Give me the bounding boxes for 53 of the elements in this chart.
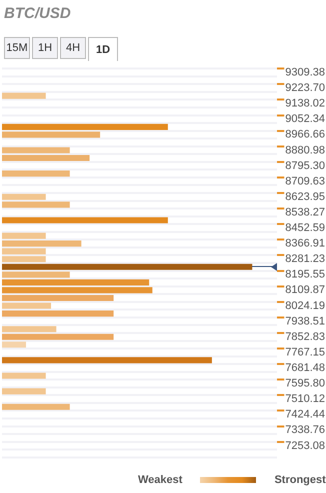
bar bbox=[2, 217, 168, 224]
bar bbox=[2, 124, 168, 130]
y-tick-label: 8366.91 bbox=[285, 238, 326, 250]
y-tick-label: 8109.87 bbox=[285, 284, 326, 296]
bar bbox=[2, 302, 52, 309]
y-tick-label: 7938.51 bbox=[285, 315, 326, 328]
y-tick-label: 7424.44 bbox=[285, 408, 326, 421]
y-tick-label: 7338.76 bbox=[285, 424, 326, 436]
y-tick-label: 8623.95 bbox=[285, 190, 326, 203]
bar bbox=[2, 372, 46, 379]
y-tick-label: 8024.19 bbox=[285, 300, 326, 312]
y-tick-label: 9052.34 bbox=[285, 113, 326, 126]
bar bbox=[2, 357, 212, 364]
y-tick-label: 7681.48 bbox=[285, 362, 326, 374]
y-tick-label: 7253.08 bbox=[285, 440, 326, 452]
bar bbox=[2, 342, 26, 348]
y-tick-label: 8452.59 bbox=[285, 222, 326, 234]
bar bbox=[2, 202, 70, 208]
bar bbox=[2, 326, 56, 332]
y-tick-label: 7852.83 bbox=[285, 330, 326, 343]
text: 1D bbox=[88, 37, 118, 61]
y-tick-label: 9309.38 bbox=[285, 66, 326, 79]
y-tick-label: 8281.23 bbox=[285, 253, 326, 266]
y-tick-label: 8195.55 bbox=[285, 268, 326, 281]
text: Weakest bbox=[138, 474, 182, 486]
bar bbox=[2, 310, 114, 317]
y-tick-label: 8880.98 bbox=[285, 144, 326, 156]
bar bbox=[2, 388, 46, 394]
y-tick-label: 9138.02 bbox=[285, 98, 326, 110]
y-tick-label: 8966.66 bbox=[285, 128, 326, 141]
bar bbox=[2, 92, 46, 99]
bar bbox=[2, 264, 252, 270]
y-tick-label: 8538.27 bbox=[285, 206, 326, 218]
y-tick-label: 8795.30 bbox=[285, 160, 326, 172]
y-tick-label: 8709.63 bbox=[285, 175, 326, 188]
text: 4H bbox=[60, 37, 86, 59]
bar bbox=[2, 272, 70, 278]
chart-title: BTC/USD bbox=[4, 5, 71, 22]
y-tick-label: 7510.12 bbox=[285, 393, 326, 406]
y-tick-label: 9223.70 bbox=[285, 82, 326, 94]
text: 1H bbox=[32, 37, 58, 59]
bar bbox=[2, 294, 114, 302]
text: 15M bbox=[4, 37, 30, 59]
text: Strongest bbox=[274, 474, 326, 486]
bar bbox=[2, 132, 100, 138]
bar bbox=[2, 334, 114, 340]
y-tick-label: 7595.80 bbox=[285, 378, 326, 390]
y-tick-label: 7767.15 bbox=[285, 346, 326, 358]
bar bbox=[2, 404, 70, 410]
bar bbox=[2, 232, 46, 239]
bar bbox=[2, 170, 70, 177]
bar bbox=[2, 194, 46, 200]
bar bbox=[2, 240, 82, 247]
